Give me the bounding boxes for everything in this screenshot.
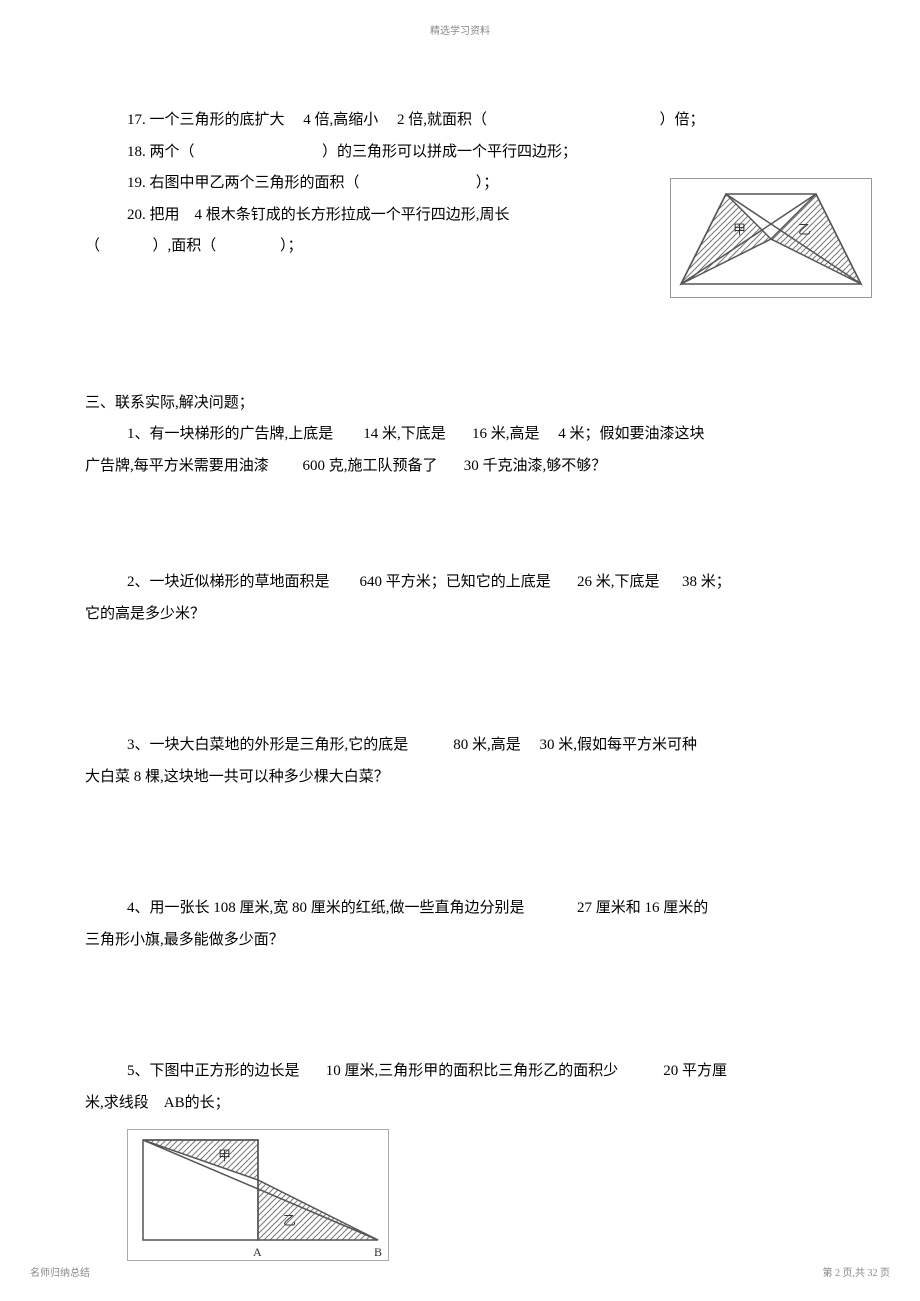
figure-1: 甲 乙 — [670, 178, 872, 298]
top-header-label: 精选学习资料 — [0, 22, 920, 37]
q17: 17. 一个三角形的底扩大 4 倍,高缩小 2 倍,就面积（ ）倍； — [85, 105, 835, 137]
fig2-label-jia: 甲 — [218, 1148, 231, 1163]
p4-line2: 三角形小旗,最多能做多少面？ — [85, 925, 835, 957]
p2-line2: 它的高是多少米？ — [85, 599, 835, 631]
section3-title: 三、联系实际,解决问题； — [85, 388, 835, 420]
p1-line1: 1、有一块梯形的广告牌,上底是 14 米,下底是 16 米,高是 4 米；假如要… — [85, 419, 835, 451]
figure-1-svg: 甲 乙 — [671, 179, 873, 299]
footer-right: 第 2 页,共 32 页 — [823, 1264, 891, 1279]
figure-2-svg: 甲 乙 A B — [128, 1130, 390, 1262]
p2-line1: 2、一块近似梯形的草地面积是 640 平方米；已知它的上底是 26 米,下底是 … — [85, 567, 835, 599]
p3-line2: 大白菜 8 棵,这块地一共可以种多少棵大白菜？ — [85, 762, 835, 794]
figure-2: 甲 乙 A B — [127, 1129, 389, 1261]
fig2-label-yi: 乙 — [283, 1213, 296, 1228]
fig2-label-a: A — [253, 1245, 262, 1259]
fig2-label-b: B — [374, 1245, 382, 1259]
p4-line1: 4、用一张长 108 厘米,宽 80 厘米的红纸,做一些直角边分别是 27 厘米… — [85, 893, 835, 925]
p5-line2: 米,求线段 AB的长； — [85, 1088, 835, 1120]
p5-line1: 5、下图中正方形的边长是 10 厘米,三角形甲的面积比三角形乙的面积少 20 平… — [85, 1056, 835, 1088]
q18: 18. 两个（ ）的三角形可以拼成一个平行四边形； — [85, 137, 835, 169]
fig1-label-yi: 乙 — [798, 222, 811, 237]
p3-line1: 3、一块大白菜地的外形是三角形,它的底是 80 米,高是 30 米,假如每平方米… — [85, 730, 835, 762]
p1-line2: 广告牌,每平方米需要用油漆 600 克,施工队预备了 30 千克油漆,够不够？ — [85, 451, 835, 483]
fig1-label-jia: 甲 — [733, 222, 746, 237]
footer-left: 名师归纳总结 — [30, 1264, 90, 1279]
